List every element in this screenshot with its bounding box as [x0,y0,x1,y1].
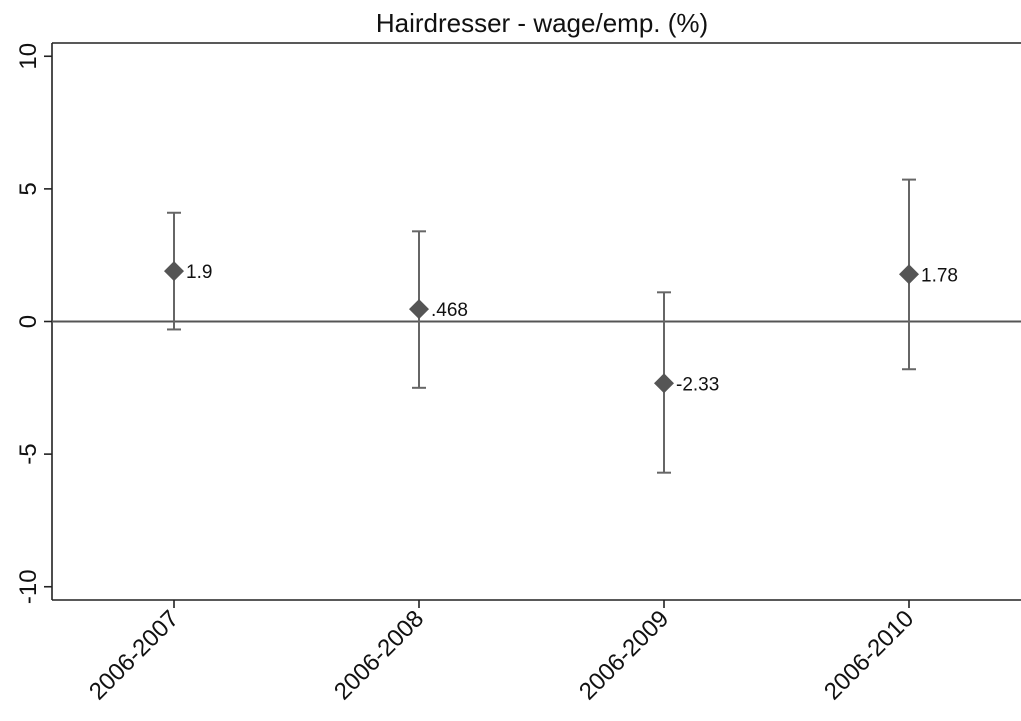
data-label: .468 [431,300,468,321]
y-tick-label: 10 [15,43,42,70]
x-tick-label: 2006-2010 [819,605,919,705]
data-point-marker [164,261,184,282]
data-label: -2.33 [676,374,719,395]
y-tick-label: -5 [15,443,42,464]
data-point-marker [654,373,674,394]
y-tick-label: 0 [15,315,42,328]
data-label: 1.78 [921,265,958,286]
x-tick-label: 2006-2007 [84,605,184,705]
data-label: 1.9 [186,262,212,283]
chart-title: Hairdresser - wage/emp. (%) [376,8,708,38]
data-point-marker [409,299,429,320]
x-tick-label: 2006-2009 [574,605,674,705]
data-point-marker [899,264,919,285]
y-tick-label: 5 [15,182,42,195]
y-tick-label: -10 [15,569,42,604]
plot-area: 10 5 0 -5 -10 2006-2007 2006-2008 2006-2009 2006… [15,42,1021,705]
x-tick-label: 2006-2008 [329,605,429,705]
